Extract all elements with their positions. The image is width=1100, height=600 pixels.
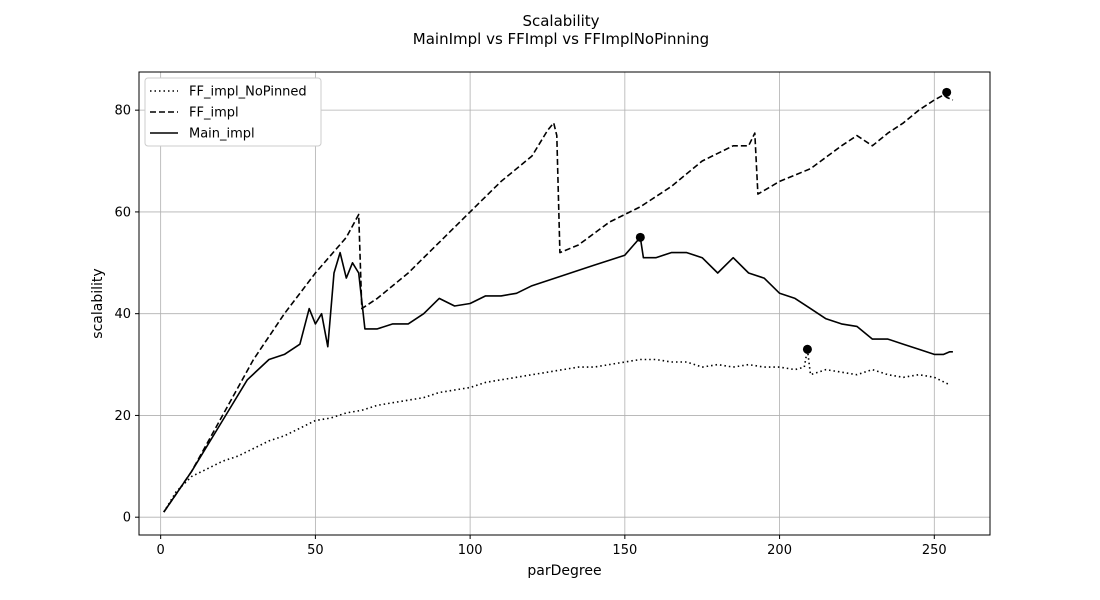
legend: FF_impl_NoPinned FF_impl Main_impl bbox=[144, 77, 322, 147]
y-axis-label: scalability bbox=[90, 268, 106, 338]
series-line-ff-impl bbox=[163, 94, 954, 513]
legend-label-main-impl: Main_impl bbox=[189, 127, 255, 142]
y-tick-label: 60 bbox=[114, 205, 131, 220]
peak-marker-ff-impl bbox=[942, 87, 952, 97]
legend-label-ff-impl: FF_impl bbox=[189, 106, 239, 121]
x-tick-label: 100 bbox=[458, 543, 483, 558]
series-line-main-impl bbox=[163, 236, 953, 513]
peak-markers bbox=[635, 87, 952, 354]
y-tick-label: 0 bbox=[123, 511, 131, 526]
peak-marker-ff-impl-nopinned bbox=[802, 344, 812, 354]
x-axis-label: parDegree bbox=[527, 563, 601, 579]
y-tick-label: 20 bbox=[114, 409, 131, 424]
plot-frame bbox=[138, 71, 991, 536]
legend-label-ff-impl-nopinned: FF_impl_NoPinned bbox=[189, 85, 307, 100]
x-tick-label: 200 bbox=[767, 543, 792, 558]
y-tick-label: 80 bbox=[114, 104, 131, 119]
peak-marker-main-impl bbox=[635, 232, 645, 242]
x-tick-label: 50 bbox=[307, 543, 324, 558]
chart-title: Scalability bbox=[522, 12, 600, 30]
x-tick-label: 250 bbox=[922, 543, 947, 558]
x-tick-label: 0 bbox=[157, 543, 165, 558]
series-lines bbox=[163, 94, 954, 513]
chart-title-block: Scalability MainImpl vs FFImpl vs FFImpl… bbox=[0, 12, 1100, 48]
series-line-ff-impl-nopinned bbox=[163, 348, 951, 513]
y-tick-label: 40 bbox=[114, 307, 131, 322]
chart-subtitle: MainImpl vs FFImpl vs FFImplNoPinning bbox=[412, 30, 710, 48]
legend-box bbox=[144, 77, 322, 147]
x-tick-label: 150 bbox=[612, 543, 637, 558]
axis-ticks: 0 50 100 150 200 250 0 20 40 60 80 bbox=[114, 104, 946, 558]
legend-items: FF_impl_NoPinned FF_impl Main_impl bbox=[150, 85, 307, 142]
